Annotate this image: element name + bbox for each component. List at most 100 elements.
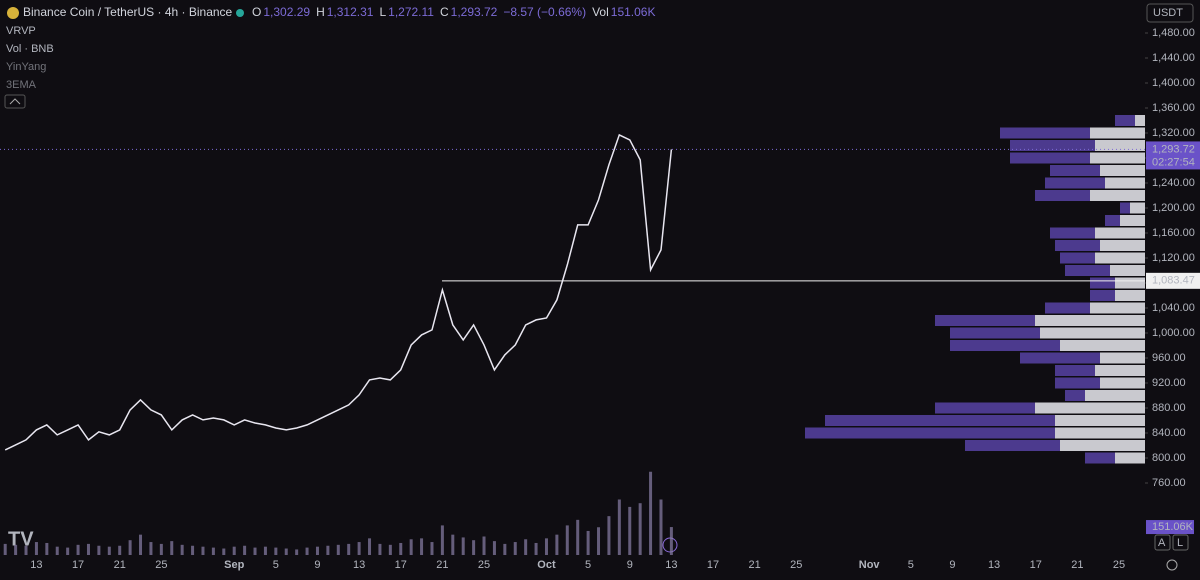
profile-down bbox=[1065, 390, 1085, 401]
profile-down bbox=[1055, 377, 1100, 389]
profile-down bbox=[1065, 265, 1110, 276]
volume-tag-label: 151.06K bbox=[1152, 521, 1194, 533]
profile-down bbox=[1035, 190, 1090, 201]
x-tick-label: 25 bbox=[790, 559, 802, 571]
profile-up bbox=[1090, 152, 1145, 164]
profile-up bbox=[1085, 390, 1145, 401]
volume-bar bbox=[45, 542, 49, 555]
x-tick-label: 25 bbox=[155, 559, 167, 571]
profile-up bbox=[1090, 302, 1145, 314]
currency: USDT bbox=[1153, 7, 1183, 19]
profile-up bbox=[1095, 365, 1145, 376]
volume-bar bbox=[76, 544, 80, 555]
profile-down bbox=[1045, 177, 1105, 189]
profile-down bbox=[1055, 365, 1095, 376]
profile-up bbox=[1095, 252, 1145, 264]
profile-down bbox=[1105, 215, 1120, 226]
profile-up bbox=[1090, 127, 1145, 139]
volume-bar bbox=[232, 546, 236, 555]
volume-bar bbox=[409, 539, 413, 555]
volume-bar bbox=[180, 544, 184, 555]
volume-bar bbox=[326, 545, 330, 555]
profile-down bbox=[1000, 127, 1090, 139]
collapse-button[interactable] bbox=[4, 94, 26, 109]
settings-icon[interactable] bbox=[1166, 559, 1178, 571]
y-tick-label: 1,240.00 bbox=[1152, 177, 1195, 189]
volume-bar bbox=[315, 546, 319, 555]
volume-bar bbox=[263, 546, 267, 555]
x-tick-label: Oct bbox=[537, 559, 556, 571]
profile-up bbox=[1035, 315, 1145, 326]
volume-bar bbox=[378, 543, 382, 555]
symbol-title: Binance Coin / TetherUS · 4h · Binance bbox=[23, 5, 233, 19]
volume-bar bbox=[295, 549, 299, 555]
ohlc-label: C bbox=[440, 5, 449, 19]
indicator[interactable]: 3EMA bbox=[6, 79, 37, 91]
logo: TV bbox=[8, 528, 34, 550]
volume-bar bbox=[524, 539, 528, 555]
profile-down bbox=[965, 440, 1060, 451]
volume-bar bbox=[253, 547, 257, 555]
indicator[interactable]: YinYang bbox=[6, 61, 46, 73]
scale-button-label: A bbox=[1158, 537, 1166, 549]
volume-bar bbox=[597, 527, 601, 555]
profile-down bbox=[1090, 277, 1115, 289]
profile-up bbox=[1040, 327, 1145, 339]
profile-down bbox=[1055, 240, 1100, 251]
indicator: VRVP bbox=[6, 25, 36, 37]
ohlc-value: 1,312.31 bbox=[327, 5, 374, 19]
scale-button[interactable] bbox=[1154, 534, 1171, 551]
profile-up bbox=[1055, 427, 1145, 439]
profile-down bbox=[1120, 202, 1130, 214]
change: −8.57 (−0.66%) bbox=[503, 5, 586, 19]
profile-up bbox=[1100, 240, 1145, 251]
volume-bar bbox=[482, 536, 486, 555]
volume-bar bbox=[211, 547, 215, 555]
y-tick-label: 1,040.00 bbox=[1152, 302, 1195, 314]
ohlc-value: 1,293.72 bbox=[451, 5, 498, 19]
volume-bar bbox=[14, 544, 18, 555]
volume-bar bbox=[544, 538, 548, 555]
x-tick-label: 17 bbox=[707, 559, 719, 571]
profile-down bbox=[1010, 152, 1090, 164]
profile-down bbox=[1060, 252, 1095, 264]
profile-up bbox=[1120, 215, 1145, 226]
profile-up bbox=[1060, 340, 1145, 351]
x-tick-label: Sep bbox=[224, 559, 244, 571]
x-tick-label: 13 bbox=[988, 559, 1000, 571]
volume-bar bbox=[66, 547, 70, 555]
profile-down bbox=[1050, 227, 1095, 239]
volume-bar bbox=[368, 538, 372, 555]
y-tick-label: 800.00 bbox=[1152, 452, 1186, 464]
hline-label: 1,083.47 bbox=[1152, 275, 1195, 287]
y-tick-label: 1,440.00 bbox=[1152, 52, 1195, 64]
volume-bar bbox=[201, 546, 205, 555]
ohlc-value: 1,272.11 bbox=[388, 5, 434, 19]
volume-bar bbox=[451, 534, 455, 555]
scale-button[interactable] bbox=[1172, 534, 1189, 551]
volume-bar bbox=[3, 543, 7, 555]
profile-up bbox=[1100, 165, 1145, 176]
profile-down bbox=[805, 427, 1055, 439]
y-tick-label: 1,400.00 bbox=[1152, 77, 1195, 89]
y-tick-label: 920.00 bbox=[1152, 377, 1186, 389]
profile-up bbox=[1100, 352, 1145, 364]
volume-label: Vol bbox=[592, 5, 609, 19]
volume-bar bbox=[128, 540, 132, 555]
x-tick-label: 21 bbox=[749, 559, 761, 571]
volume-bar bbox=[399, 542, 403, 555]
y-tick-label: 880.00 bbox=[1152, 402, 1186, 414]
y-tick-label: 760.00 bbox=[1152, 477, 1186, 489]
x-tick-label: Nov bbox=[859, 559, 881, 571]
profile-up bbox=[1115, 277, 1145, 289]
price-line bbox=[4, 133, 673, 451]
y-tick-label: 1,320.00 bbox=[1152, 127, 1195, 139]
y-tick-label: 1,360.00 bbox=[1152, 102, 1195, 114]
currency-button[interactable] bbox=[1146, 3, 1194, 23]
x-tick-label: 9 bbox=[949, 559, 955, 571]
volume-bar bbox=[638, 503, 642, 555]
volume-bar bbox=[555, 534, 559, 555]
volume-bar bbox=[565, 525, 569, 555]
volume-bar bbox=[513, 542, 517, 555]
